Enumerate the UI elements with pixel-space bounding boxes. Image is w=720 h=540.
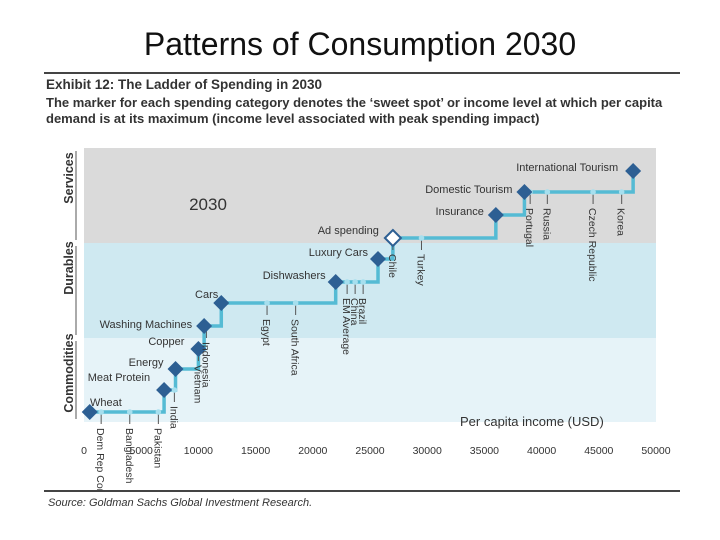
country-label: Korea: [615, 208, 627, 236]
country-point: [544, 189, 551, 195]
band-commodities: [84, 338, 656, 422]
country-point: [292, 300, 299, 306]
country-label: Portugal: [523, 208, 535, 247]
country-label: Indonesia: [199, 342, 211, 388]
category-label: Ad spending: [318, 225, 379, 237]
country-point: [264, 300, 270, 306]
source-note: Source: Goldman Sachs Global Investment …: [48, 497, 313, 509]
bottom-rule: [44, 490, 680, 492]
country-label: Czech Republic: [586, 208, 598, 282]
x-tick-label: 20000: [298, 445, 327, 457]
country-label: Egypt: [260, 319, 272, 346]
country-label: Vietnam: [191, 365, 203, 404]
category-label: International Tourism: [516, 162, 618, 174]
x-tick-label: 15000: [241, 445, 270, 457]
country-label: EM Average: [340, 298, 352, 355]
band-label: Durables: [62, 241, 76, 295]
ladder-chart: Services Durables Commodities 2030 Per capi…: [62, 148, 671, 490]
x-tick-label: 10000: [184, 445, 213, 457]
x-axis-label: Per capita income (USD): [460, 414, 604, 429]
exhibit-subtitle: The marker for each spending category de…: [46, 95, 663, 126]
x-tick-label: 0: [81, 445, 87, 457]
country-point: [418, 235, 425, 241]
category-label: Domestic Tourism: [425, 184, 512, 196]
category-label: Luxury Cars: [309, 247, 369, 259]
x-tick-label: 45000: [584, 445, 613, 457]
category-marker: [213, 295, 230, 311]
category-label: Energy: [129, 357, 164, 369]
country-label: Turkey: [414, 254, 426, 286]
top-rule: [44, 72, 680, 74]
country-point: [155, 409, 162, 415]
category-marker: [383, 228, 403, 248]
category-marker: [327, 274, 344, 290]
category-label: Dishwashers: [263, 270, 326, 282]
country-point: [618, 189, 625, 195]
category-marker: [156, 382, 173, 398]
band-label: Commodities: [62, 333, 76, 412]
category-marker: [196, 318, 213, 334]
exhibit-title: Exhibit 12: The Ladder of Spending in 20…: [46, 77, 323, 92]
x-tick-label: 25000: [355, 445, 384, 457]
chart-title: 2030: [189, 195, 227, 214]
country-label: Bangladesh: [123, 428, 135, 484]
category-label: Copper: [148, 336, 184, 348]
country-label: South Africa: [289, 319, 301, 376]
country-label: China: [348, 298, 360, 326]
x-tick-label: 40000: [527, 445, 556, 457]
band-services: [84, 148, 656, 243]
country-point: [360, 279, 366, 285]
category-marker: [370, 251, 387, 267]
band-durables: [84, 243, 656, 338]
category-marker: [81, 404, 98, 420]
slide-title: Patterns of Consumption 2030: [143, 26, 577, 62]
country-point: [590, 189, 596, 195]
category-label: Insurance: [436, 206, 484, 218]
category-label: Wheat: [90, 397, 122, 409]
country-label: Dem Rep Congo: [94, 428, 106, 490]
x-tick-label: 50000: [641, 445, 670, 457]
category-marker: [516, 184, 533, 200]
category-label: Meat Protein: [88, 372, 150, 384]
x-tick-label: 30000: [413, 445, 442, 457]
country-label: Chile: [386, 254, 398, 278]
category-marker: [167, 361, 184, 377]
x-tick-label: 5000: [130, 445, 154, 457]
category-marker: [190, 341, 207, 357]
country-label: Brazil: [356, 298, 368, 324]
country-point: [98, 409, 104, 415]
category-marker: [625, 163, 642, 179]
band-label: Services: [62, 152, 76, 203]
category-marker: [487, 207, 504, 223]
x-tick-label: 35000: [470, 445, 499, 457]
country-point: [352, 279, 358, 285]
country-label: Pakistan: [151, 428, 163, 468]
category-label: Cars: [195, 289, 219, 301]
country-point: [171, 387, 178, 393]
country-label: Russia: [540, 208, 552, 240]
country-point: [126, 409, 133, 415]
category-label: Washing Machines: [100, 319, 193, 331]
country-point: [344, 279, 350, 285]
country-label: India: [167, 406, 179, 429]
